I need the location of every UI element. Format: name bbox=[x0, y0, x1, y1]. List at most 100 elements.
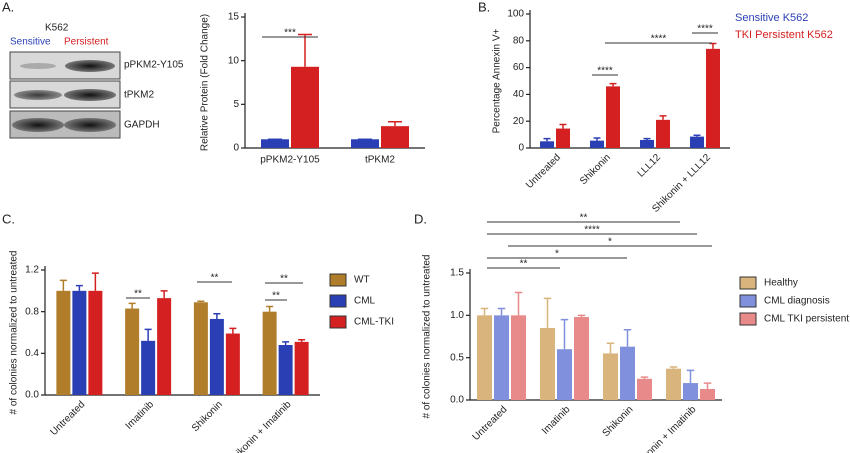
y-tick-label: 10 bbox=[228, 55, 240, 66]
significance-label: **** bbox=[651, 34, 667, 45]
bar bbox=[477, 315, 492, 400]
x-tick-label: LLL12 bbox=[636, 152, 664, 180]
x-tick-label: Shikonin bbox=[578, 152, 613, 187]
y-tick-label: 0.0 bbox=[450, 395, 464, 406]
bar bbox=[683, 383, 698, 400]
bar bbox=[291, 66, 319, 148]
error-bar bbox=[266, 305, 274, 312]
bar bbox=[125, 308, 140, 395]
bar bbox=[262, 311, 277, 395]
bar bbox=[700, 388, 715, 400]
error-bar bbox=[686, 369, 695, 384]
bar bbox=[381, 126, 409, 148]
significance-label: ** bbox=[520, 259, 528, 270]
x-tick-label: Shikonin + Imatinib bbox=[226, 399, 294, 453]
y-axis-label: Relative Protein (Fold Change) bbox=[200, 14, 211, 151]
x-tick-label: Shikonin bbox=[190, 399, 225, 434]
lane-label: Sensitive bbox=[10, 37, 51, 48]
bar bbox=[656, 119, 670, 148]
y-tick-label: 80 bbox=[513, 35, 525, 46]
error-bar bbox=[197, 300, 205, 303]
bar bbox=[557, 349, 572, 400]
x-tick-label: Untreated bbox=[49, 399, 88, 438]
error-bar bbox=[640, 376, 649, 379]
y-tick-label: 0.4 bbox=[25, 348, 39, 359]
bar bbox=[294, 341, 309, 395]
error-bar bbox=[75, 284, 83, 291]
error-bar bbox=[282, 341, 290, 345]
error-bar bbox=[514, 291, 523, 316]
band bbox=[14, 90, 62, 100]
bar bbox=[666, 368, 681, 400]
significance-label: ** bbox=[272, 291, 280, 302]
error-bar bbox=[497, 307, 506, 316]
cell-line: K562 bbox=[45, 23, 69, 34]
y-tick-label: 1.5 bbox=[450, 268, 464, 279]
error-bar bbox=[559, 123, 567, 129]
x-tick-label: Shikonin + Imatinib bbox=[631, 404, 699, 453]
legend-swatch bbox=[739, 312, 757, 326]
legend-label: CML diagnosis bbox=[764, 296, 830, 307]
significance-label: * bbox=[608, 237, 612, 248]
bar bbox=[351, 139, 379, 148]
error-bar bbox=[593, 137, 601, 141]
error-bar bbox=[298, 33, 312, 67]
bar bbox=[637, 378, 652, 400]
y-tick-label: 20 bbox=[513, 116, 525, 127]
bar bbox=[590, 140, 604, 148]
band bbox=[64, 89, 116, 101]
bar bbox=[540, 141, 554, 148]
legend-label: CML TKI persistent bbox=[764, 314, 849, 325]
error-bar bbox=[543, 137, 551, 142]
significance-label: **** bbox=[597, 66, 613, 77]
legend-swatch bbox=[329, 315, 347, 329]
legend-swatch bbox=[739, 294, 757, 308]
error-bar bbox=[213, 313, 221, 319]
x-tick-label: Shikonin bbox=[601, 404, 636, 439]
error-bar bbox=[693, 134, 701, 137]
y-axis-label: Percentage Annexin V+ bbox=[492, 28, 503, 133]
bar bbox=[88, 290, 103, 395]
x-tick-label: Untreated bbox=[524, 152, 563, 191]
error-bar bbox=[703, 382, 712, 389]
error-bar bbox=[229, 327, 237, 334]
y-tick-label: 1.0 bbox=[450, 310, 464, 321]
error-bar bbox=[669, 366, 678, 369]
bar bbox=[540, 328, 555, 400]
bar bbox=[606, 86, 620, 148]
bar bbox=[603, 353, 618, 400]
band bbox=[64, 118, 116, 132]
error-bar bbox=[643, 137, 651, 140]
panel-letter: A. bbox=[2, 0, 14, 14]
error-bar bbox=[577, 314, 586, 318]
legend-label: TKI Persistent K562 bbox=[735, 29, 833, 41]
panel-letter: D. bbox=[414, 211, 427, 226]
y-axis-label: # of colonies normalized to untreated bbox=[9, 251, 20, 415]
y-tick-label: 5 bbox=[233, 99, 239, 110]
error-bar bbox=[659, 115, 667, 120]
bar bbox=[620, 346, 635, 400]
bar bbox=[141, 340, 156, 395]
legend-label: Sensitive K562 bbox=[735, 12, 808, 24]
error-bar bbox=[623, 328, 632, 347]
panel-letter: B. bbox=[478, 0, 490, 14]
y-tick-label: 0.5 bbox=[450, 352, 464, 363]
y-tick-label: 0 bbox=[233, 143, 239, 154]
error-bar bbox=[606, 342, 615, 354]
band-label: GAPDH bbox=[124, 120, 160, 131]
x-tick-label: Imatinib bbox=[124, 399, 157, 432]
x-tick-label: pPKM2-Y105 bbox=[260, 155, 320, 166]
lane-label: Persistent bbox=[64, 37, 109, 48]
panel-letter: C. bbox=[2, 211, 15, 226]
band bbox=[65, 60, 115, 72]
y-tick-label: 40 bbox=[513, 89, 525, 100]
y-tick-label: 100 bbox=[507, 9, 524, 20]
bar bbox=[72, 290, 87, 395]
bar bbox=[56, 290, 71, 395]
legend-label: WT bbox=[354, 275, 370, 286]
x-tick-label: Imatinib bbox=[540, 404, 573, 437]
y-tick-label: 0 bbox=[518, 143, 524, 154]
legend-swatch bbox=[739, 276, 757, 290]
significance-label: * bbox=[555, 249, 559, 260]
